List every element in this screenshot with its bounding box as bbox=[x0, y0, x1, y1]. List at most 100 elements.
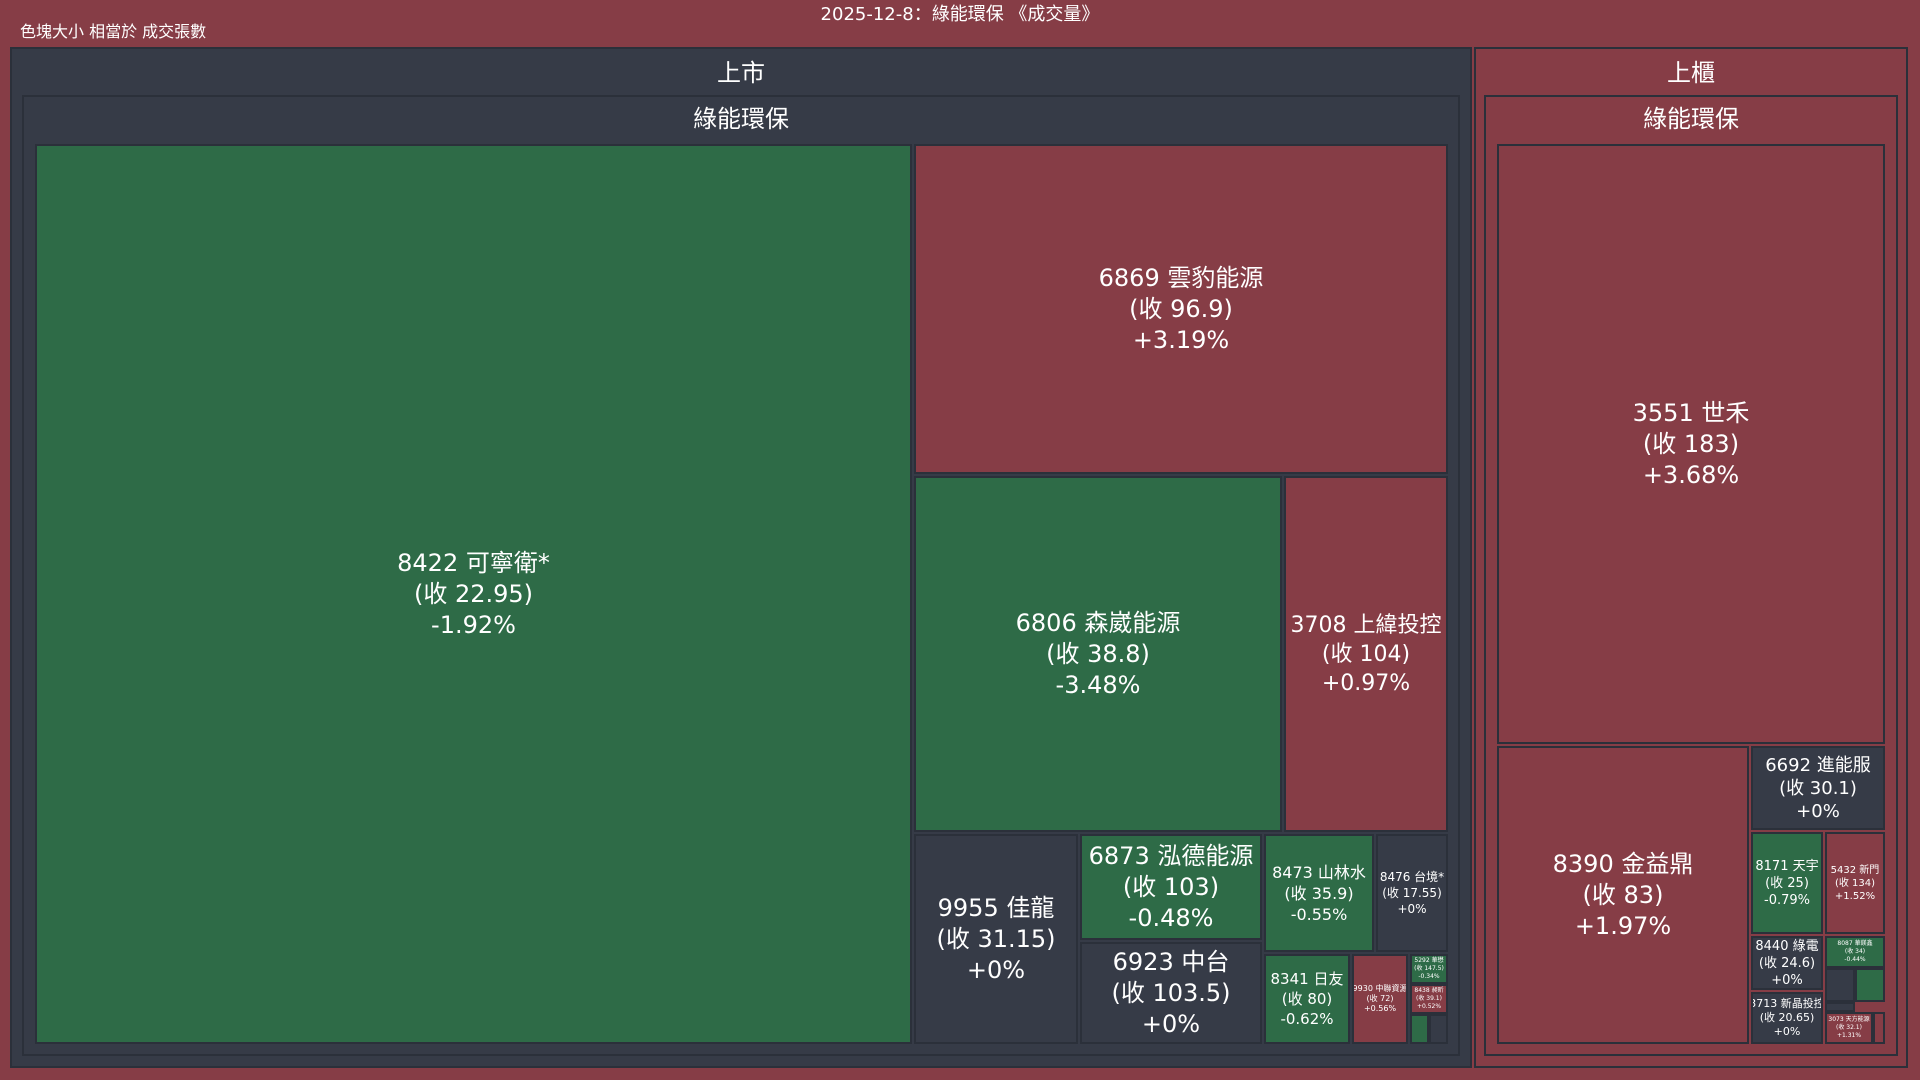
tile-title: 8341 日友 bbox=[1270, 970, 1344, 988]
tile-title: 8438 昶昕 bbox=[1414, 987, 1444, 994]
tile-title: 5432 新門 bbox=[1830, 864, 1880, 876]
tile-change-percent: +3.68% bbox=[1642, 460, 1740, 489]
tile-title: 3551 世禾 bbox=[1632, 398, 1750, 427]
tile-title: 8476 台境* bbox=[1379, 870, 1445, 884]
tile-close-price: (收 31.15) bbox=[936, 924, 1056, 953]
tile-9930[interactable]: 9930 中聯資源 (收 72) +0.56% bbox=[1352, 954, 1408, 1044]
sector-label: 綠能環保 bbox=[693, 105, 789, 133]
tile-9955[interactable]: 9955 佳龍 (收 31.15) +0% bbox=[914, 834, 1078, 1044]
tile-title: 8440 綠電 bbox=[1755, 938, 1819, 954]
tile-change-percent: -0.79% bbox=[1764, 892, 1810, 908]
tile-8440[interactable]: 8440 綠電 (收 24.6) +0% bbox=[1751, 936, 1823, 990]
tile-title: 3713 新晶投控 bbox=[1751, 997, 1823, 1010]
tile-6869[interactable]: 6869 雲豹能源 (收 96.9) +3.19% bbox=[914, 144, 1448, 474]
tile-8087[interactable]: 8087 華鎂鑫 (收 34) -0.44% bbox=[1825, 936, 1885, 968]
tile-change-percent: +0% bbox=[966, 955, 1026, 984]
tile-title: 9955 佳龍 bbox=[937, 893, 1055, 922]
tile-6873[interactable]: 6873 泓德能源 (收 103) -0.48% bbox=[1080, 834, 1262, 940]
tile-8438[interactable]: 8438 昶昕 (收 39.1) +0.52% bbox=[1410, 984, 1448, 1014]
tile-change-percent: +3.19% bbox=[1132, 325, 1230, 354]
tile-6806[interactable]: 6806 森崴能源 (收 38.8) -3.48% bbox=[914, 476, 1282, 832]
tile-8422[interactable]: 8422 可寧衛* (收 22.95) -1.92% bbox=[35, 144, 912, 1044]
tile-3551[interactable]: 3551 世禾 (收 183) +3.68% bbox=[1497, 144, 1885, 744]
tile-change-percent: -3.48% bbox=[1055, 670, 1141, 699]
tile-title: 6692 進能服 bbox=[1765, 754, 1871, 776]
tile-title: 3708 上緯投控 bbox=[1290, 612, 1442, 638]
size-legend-note: 色塊大小 相當於 成交張數 bbox=[20, 22, 207, 41]
tile-3713[interactable]: 3713 新晶投控 (收 20.65) +0% bbox=[1751, 992, 1823, 1044]
tile-close-price: (收 147.5) bbox=[1414, 965, 1444, 972]
tile-change-percent: +0% bbox=[1796, 800, 1840, 822]
chart-title: 2025-12-8：綠能環保 《成交量》 bbox=[820, 4, 1100, 25]
tile-close-price: (收 134) bbox=[1834, 877, 1876, 889]
tile-8171[interactable]: 8171 天宇 (收 25) -0.79% bbox=[1751, 832, 1823, 934]
tile-3073[interactable]: 3073 天方能源 (收 32.1) +1.31% bbox=[1825, 1012, 1873, 1044]
tile-change-percent: +1.97% bbox=[1574, 911, 1672, 940]
tile-8341[interactable]: 8341 日友 (收 80) -0.62% bbox=[1264, 954, 1350, 1044]
tile-close-price: (收 17.55) bbox=[1382, 886, 1442, 900]
tile-close-price: (收 25) bbox=[1765, 875, 1809, 891]
tile-close-price: (收 34) bbox=[1844, 948, 1866, 955]
tile-unlabeled[interactable] bbox=[1410, 1014, 1429, 1044]
tile-close-price: (收 103) bbox=[1122, 872, 1220, 901]
tile-title: 8171 天宇 bbox=[1755, 858, 1819, 874]
tile-close-price: (收 183) bbox=[1642, 429, 1740, 458]
tile-close-price: (收 24.6) bbox=[1758, 955, 1816, 971]
tile-close-price: (收 32.1) bbox=[1836, 1024, 1862, 1031]
tile-change-percent: +1.52% bbox=[1834, 890, 1876, 902]
tile-title: 6869 雲豹能源 bbox=[1098, 263, 1264, 292]
tile-title: 8390 金益鼎 bbox=[1552, 849, 1694, 878]
tile-unlabeled[interactable] bbox=[1855, 968, 1885, 1002]
tile-change-percent: +1.31% bbox=[1836, 1032, 1862, 1039]
tile-close-price: (收 20.65) bbox=[1759, 1011, 1815, 1024]
tile-close-price: (收 72) bbox=[1366, 994, 1394, 1003]
tile-change-percent: +0% bbox=[1397, 902, 1427, 916]
tile-8390[interactable]: 8390 金益鼎 (收 83) +1.97% bbox=[1497, 746, 1749, 1044]
tile-title: 8473 山林水 bbox=[1272, 862, 1366, 882]
tile-title: 3073 天方能源 bbox=[1828, 1016, 1870, 1023]
tile-8473[interactable]: 8473 山林水 (收 35.9) -0.55% bbox=[1264, 834, 1374, 952]
tile-close-price: (收 103.5) bbox=[1111, 978, 1231, 1007]
tile-close-price: (收 104) bbox=[1321, 641, 1411, 667]
tile-unlabeled[interactable] bbox=[1873, 1012, 1885, 1044]
tile-change-percent: +0% bbox=[1141, 1009, 1201, 1038]
tile-close-price: (收 30.1) bbox=[1779, 777, 1857, 799]
tile-change-percent: +0.52% bbox=[1416, 1003, 1442, 1010]
tile-unlabeled[interactable] bbox=[1429, 1014, 1448, 1044]
tile-title: 6873 泓德能源 bbox=[1088, 841, 1254, 870]
tile-close-price: (收 38.8) bbox=[1046, 639, 1150, 668]
tile-5432[interactable]: 5432 新門 (收 134) +1.52% bbox=[1825, 832, 1885, 934]
tile-6923[interactable]: 6923 中台 (收 103.5) +0% bbox=[1080, 942, 1262, 1044]
tile-title: 5292 華懋 bbox=[1414, 957, 1444, 964]
tile-change-percent: -0.44% bbox=[1844, 956, 1866, 963]
tile-change-percent: -0.55% bbox=[1290, 904, 1348, 924]
tile-change-percent: +0% bbox=[1771, 972, 1803, 988]
tile-close-price: (收 83) bbox=[1582, 880, 1664, 909]
tile-title: 9930 中聯資源 bbox=[1352, 984, 1408, 993]
tile-3708[interactable]: 3708 上緯投控 (收 104) +0.97% bbox=[1284, 476, 1448, 832]
tile-title: 8422 可寧衛* bbox=[397, 548, 550, 577]
tile-change-percent: +0% bbox=[1773, 1025, 1801, 1038]
market-label: 上市 bbox=[717, 59, 765, 87]
tile-close-price: (收 39.1) bbox=[1416, 995, 1442, 1002]
tile-title: 8087 華鎂鑫 bbox=[1837, 940, 1873, 947]
tile-close-price: (收 35.9) bbox=[1284, 883, 1354, 903]
tile-change-percent: -0.48% bbox=[1128, 903, 1214, 932]
tile-title: 6923 中台 bbox=[1112, 947, 1230, 976]
tile-close-price: (收 80) bbox=[1281, 990, 1333, 1008]
tile-unlabeled[interactable] bbox=[1825, 1002, 1855, 1012]
market-label: 上櫃 bbox=[1667, 59, 1715, 87]
tile-title: 6806 森崴能源 bbox=[1015, 608, 1181, 637]
tile-unlabeled[interactable] bbox=[1825, 968, 1855, 1002]
tile-close-price: (收 22.95) bbox=[413, 579, 534, 608]
tile-change-percent: -0.34% bbox=[1418, 973, 1440, 980]
tile-change-percent: +0.97% bbox=[1321, 670, 1411, 696]
sector-label: 綠能環保 bbox=[1643, 105, 1739, 133]
tile-change-percent: -1.92% bbox=[431, 610, 516, 639]
tile-change-percent: -0.62% bbox=[1280, 1010, 1334, 1028]
tile-6692[interactable]: 6692 進能服 (收 30.1) +0% bbox=[1751, 746, 1885, 830]
tile-8476[interactable]: 8476 台境* (收 17.55) +0% bbox=[1376, 834, 1448, 952]
tile-5292[interactable]: 5292 華懋 (收 147.5) -0.34% bbox=[1410, 954, 1448, 984]
tile-close-price: (收 96.9) bbox=[1129, 294, 1233, 323]
tile-change-percent: +0.56% bbox=[1363, 1004, 1397, 1013]
